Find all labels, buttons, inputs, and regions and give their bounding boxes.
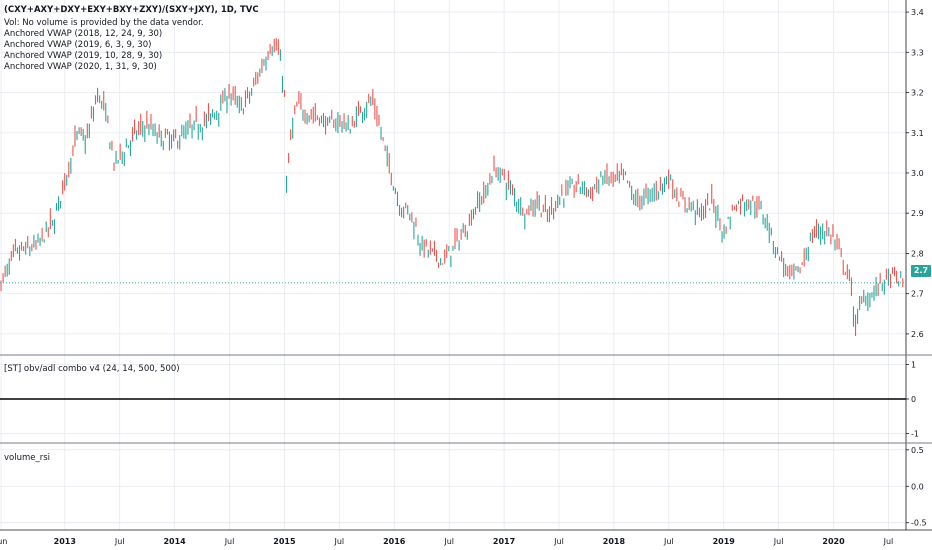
y-tick-label: 3.3: [911, 48, 924, 57]
obv-pane-title[interactable]: [ST] obv/adl combo v4 (24, 14, 500, 500): [4, 364, 180, 374]
pane-separators: [0, 0, 932, 531]
rsi-pane-title[interactable]: volume_rsi: [4, 453, 51, 463]
x-tick-label: 2020: [822, 537, 845, 546]
x-tick-label: Jul: [663, 537, 674, 546]
x-tick-label: Jul: [224, 537, 235, 546]
vwap-label-2[interactable]: Anchored VWAP (2019, 6, 3, 9, 30): [4, 40, 152, 50]
y-tick-label: 2.7: [911, 290, 924, 299]
last-price-tag: 2.7: [911, 265, 931, 277]
vwap-label-4[interactable]: Anchored VWAP (2020, 1, 31, 9, 30): [4, 62, 157, 72]
x-tick-label: 2019: [713, 537, 736, 546]
candlestick-series: [0, 38, 904, 337]
y-tick-label: 2.9: [911, 209, 924, 218]
y-tick-label: 3.2: [911, 89, 924, 98]
y-tick-label: 0: [911, 395, 916, 404]
y-tick-label: -0.5: [911, 519, 927, 528]
x-tick-label: Jul: [443, 537, 454, 546]
x-tick-label: 2013: [54, 537, 76, 546]
time-axis[interactable]: Jun 2013 Jul 2014 Jul 2015 Jul 2016 Jul 2017 Jul 20…: [0, 537, 893, 546]
vwap-label-3[interactable]: Anchored VWAP (2019, 10, 28, 9, 30): [4, 51, 163, 61]
x-tick-label: Jul: [883, 537, 894, 546]
y-tick-label: -1: [911, 429, 919, 438]
y-tick-label: 2.8: [911, 249, 924, 258]
x-tick-label: Jul: [334, 537, 345, 546]
price-axis[interactable]: 3.4 3.3 3.2 3.1 3.0 2.9 2.8 2.7 2.6 1 0 -1 0.5 0.0 -0.…: [906, 8, 927, 528]
symbol-title[interactable]: (CXY+AXY+DXY+EXY+BXY+ZXY)/(SXY+JXY), 1D,…: [4, 5, 259, 15]
volume-note: Vol: No volume is provided by the data v…: [4, 18, 204, 28]
x-tick-label: 2015: [273, 537, 296, 546]
x-tick-label: Jul: [553, 537, 564, 546]
x-tick-label: Jun: [0, 537, 7, 546]
y-tick-label: 2.6: [911, 330, 924, 339]
x-tick-label: 2016: [383, 537, 406, 546]
y-tick-label: 1: [911, 361, 916, 370]
vwap-label-1[interactable]: Anchored VWAP (2018, 12, 24, 9, 30): [4, 29, 163, 39]
x-tick-label: 2014: [163, 537, 186, 546]
x-tick-label: Jul: [114, 537, 125, 546]
y-tick-label: 3.0: [911, 169, 924, 178]
x-tick-label: Jul: [773, 537, 784, 546]
x-tick-label: 2017: [493, 537, 515, 546]
y-tick-label: 0.5: [911, 446, 924, 455]
y-tick-label: 3.4: [911, 8, 924, 17]
grid-lines: [0, 0, 906, 530]
x-tick-label: 2018: [603, 537, 626, 546]
y-tick-label: 0.0: [911, 482, 924, 491]
y-tick-label: 3.1: [911, 129, 924, 138]
